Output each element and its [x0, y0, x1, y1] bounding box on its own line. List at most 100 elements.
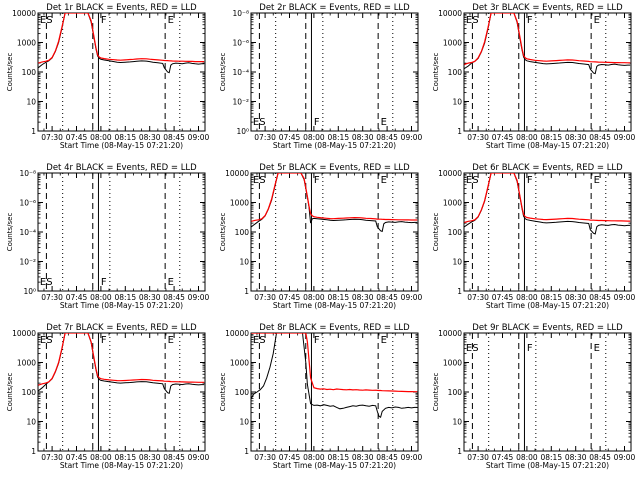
chart-panel-7: Det 7r BLACK = Events, RED = LLD 1 10 100 10… — [6, 323, 210, 470]
series-lld — [464, 173, 631, 224]
x-tick-label: 08:45 — [376, 133, 398, 142]
x-tick-label: 08:15 — [540, 453, 562, 462]
x-tick-label: 08:00 — [90, 293, 112, 302]
x-axis-label: Start Time (08-May-15 07:21:20) — [273, 141, 396, 150]
x-tick-label: 08:00 — [303, 293, 325, 302]
x-tick-label: 08:30 — [565, 293, 587, 302]
x-tick-label: 07:30 — [41, 293, 63, 302]
x-tick-label: 09:00 — [401, 293, 423, 302]
series-lld — [464, 13, 631, 66]
x-axis-label: Start Time (08-May-15 07:21:20) — [60, 301, 183, 310]
x-tick-label: 07:30 — [41, 133, 63, 142]
region-label-e: E — [594, 15, 600, 26]
chart-title: Det 4r BLACK = Events, RED = LLD — [46, 163, 197, 173]
series-events — [38, 333, 205, 394]
x-tick-label: 09:00 — [188, 133, 210, 142]
x-tick-label: 07:45 — [492, 293, 514, 302]
y-tick-label: 10 — [26, 418, 36, 427]
y-tick-label: 100 — [448, 228, 463, 237]
y-tick-label: 1 — [457, 287, 462, 296]
x-tick-label: 08:15 — [327, 453, 349, 462]
y-tick-label: 100 — [235, 228, 250, 237]
x-tick-label: 09:00 — [188, 453, 210, 462]
series-events — [38, 13, 205, 74]
x-axis-label: Start Time (08-May-15 07:21:20) — [273, 461, 396, 470]
y-tick-label: 100 — [448, 388, 463, 397]
x-tick-label: 07:45 — [279, 293, 301, 302]
x-tick-label: 09:00 — [401, 453, 423, 462]
chart-panel-6: Det 6r BLACK = Events, RED = LLD 1 10 100 10… — [432, 163, 636, 310]
series-lld — [38, 13, 205, 64]
region-label-es: ES — [253, 117, 266, 128]
region-label-e: E — [594, 175, 600, 186]
y-tick-label: 100 — [448, 68, 463, 77]
chart-title: Det 3r BLACK = Events, RED = LLD — [472, 3, 623, 13]
x-tick-label: 07:30 — [41, 453, 63, 462]
x-tick-label: 08:00 — [516, 133, 538, 142]
y-tick-label: 1 — [31, 127, 36, 136]
x-tick-label: 08:30 — [139, 293, 161, 302]
series-lld — [251, 173, 418, 222]
y-tick-label: 1 — [31, 447, 36, 456]
region-label-f: F — [527, 343, 533, 354]
y-tick-label: 10⁻⁸ — [19, 169, 36, 178]
chart-title: Det 8r BLACK = Events, RED = LLD — [259, 323, 410, 333]
y-tick-label: 100 — [22, 388, 37, 397]
chart-title: Det 2r BLACK = Events, RED = LLD — [259, 3, 410, 13]
x-tick-label: 09:00 — [188, 293, 210, 302]
region-label-f: F — [314, 335, 320, 346]
x-tick-label: 08:45 — [589, 133, 611, 142]
x-axis-label: Start Time (08-May-15 07:21:20) — [60, 461, 183, 470]
y-tick-label: 10000 — [438, 169, 462, 178]
y-tick-label: 1 — [244, 287, 249, 296]
y-axis-label: Counts/sec — [219, 373, 227, 412]
series-events — [464, 173, 631, 235]
x-tick-label: 08:15 — [114, 133, 136, 142]
y-tick-label: 1 — [457, 127, 462, 136]
y-tick-label: 10 — [26, 98, 36, 107]
y-tick-label: 1000 — [443, 39, 462, 48]
chart-panel-3: Det 3r BLACK = Events, RED = LLD 1 10 100 10… — [432, 3, 636, 150]
x-tick-label: 08:45 — [589, 453, 611, 462]
y-tick-label: 10⁰ — [23, 287, 36, 296]
x-tick-label: 08:30 — [565, 453, 587, 462]
y-tick-label: 10000 — [225, 169, 249, 178]
x-axis-label: Start Time (08-May-15 07:21:20) — [486, 461, 609, 470]
y-tick-label: 10⁻⁶ — [19, 199, 36, 208]
y-tick-label: 1000 — [230, 199, 249, 208]
series-events — [464, 13, 631, 75]
y-tick-label: 1000 — [230, 359, 249, 368]
x-axis-label: Start Time (08-May-15 07:21:20) — [273, 301, 396, 310]
chart-panel-2: Det 2r BLACK = Events, RED = LLD 10⁰ 10⁻² 1… — [219, 3, 423, 150]
y-tick-label: 10000 — [12, 9, 36, 18]
x-tick-label: 09:00 — [614, 453, 636, 462]
y-tick-label: 10⁻⁶ — [232, 39, 249, 48]
x-axis-label: Start Time (08-May-15 07:21:20) — [486, 301, 609, 310]
x-tick-label: 08:15 — [327, 293, 349, 302]
x-tick-label: 08:45 — [163, 133, 185, 142]
region-label-es: ES — [40, 277, 53, 288]
chart-panel-9: Det 9r BLACK = Events, RED = LLD 1 10 100 10… — [432, 323, 636, 470]
region-label-e: E — [381, 117, 387, 128]
x-tick-label: 07:45 — [66, 453, 88, 462]
x-tick-label: 07:45 — [279, 453, 301, 462]
y-axis-label: Counts/sec — [219, 53, 227, 92]
y-tick-label: 10 — [239, 418, 249, 427]
x-tick-label: 09:00 — [614, 293, 636, 302]
region-label-f: F — [101, 277, 107, 288]
region-label-es: ES — [466, 15, 479, 26]
x-tick-label: 08:30 — [352, 293, 374, 302]
y-axis-label: Counts/sec — [219, 213, 227, 252]
x-axis-label: Start Time (08-May-15 07:21:20) — [486, 141, 609, 150]
region-label-e: E — [381, 335, 387, 346]
region-label-es: ES — [466, 175, 479, 186]
x-tick-label: 08:15 — [114, 453, 136, 462]
y-tick-label: 10⁻² — [232, 98, 249, 107]
chart-title: Det 5r BLACK = Events, RED = LLD — [259, 163, 410, 173]
series-events — [251, 333, 418, 418]
x-tick-label: 07:30 — [467, 293, 489, 302]
x-tick-label: 08:00 — [303, 453, 325, 462]
y-tick-label: 10000 — [438, 9, 462, 18]
y-tick-label: 10 — [239, 258, 249, 267]
